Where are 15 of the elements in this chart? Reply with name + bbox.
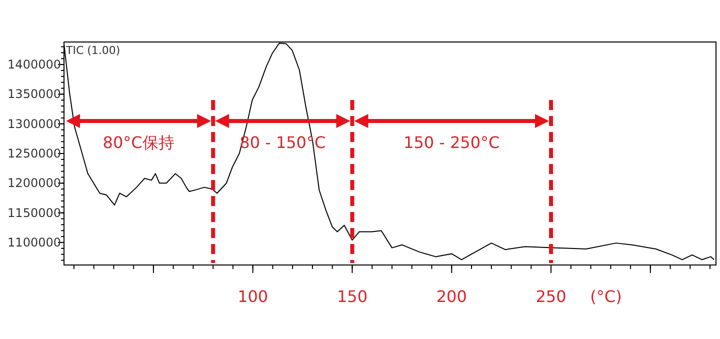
y-tick-label: 1200000 (8, 176, 61, 190)
x-tick-label: 200 (436, 287, 467, 306)
y-tick-label: 1400000 (8, 58, 61, 72)
y-tick-label: 1250000 (8, 146, 61, 160)
annotation: TIC (1.00) (65, 44, 120, 57)
x-tick-label: 150 (336, 287, 368, 306)
x-tick-label: 250 (536, 287, 566, 306)
annotation: 80°C保持 (102, 133, 174, 152)
y-tick-label: 1350000 (8, 87, 61, 102)
y-tick-label: 1150000 (8, 206, 61, 220)
y-tick-label: 1300000 (8, 116, 61, 131)
x-axis-title: (°C) (590, 287, 622, 306)
x-tick-label: 100 (238, 287, 268, 306)
annotation: 150 - 250°C (404, 133, 500, 152)
y-tick-label: 1100000 (8, 235, 61, 250)
